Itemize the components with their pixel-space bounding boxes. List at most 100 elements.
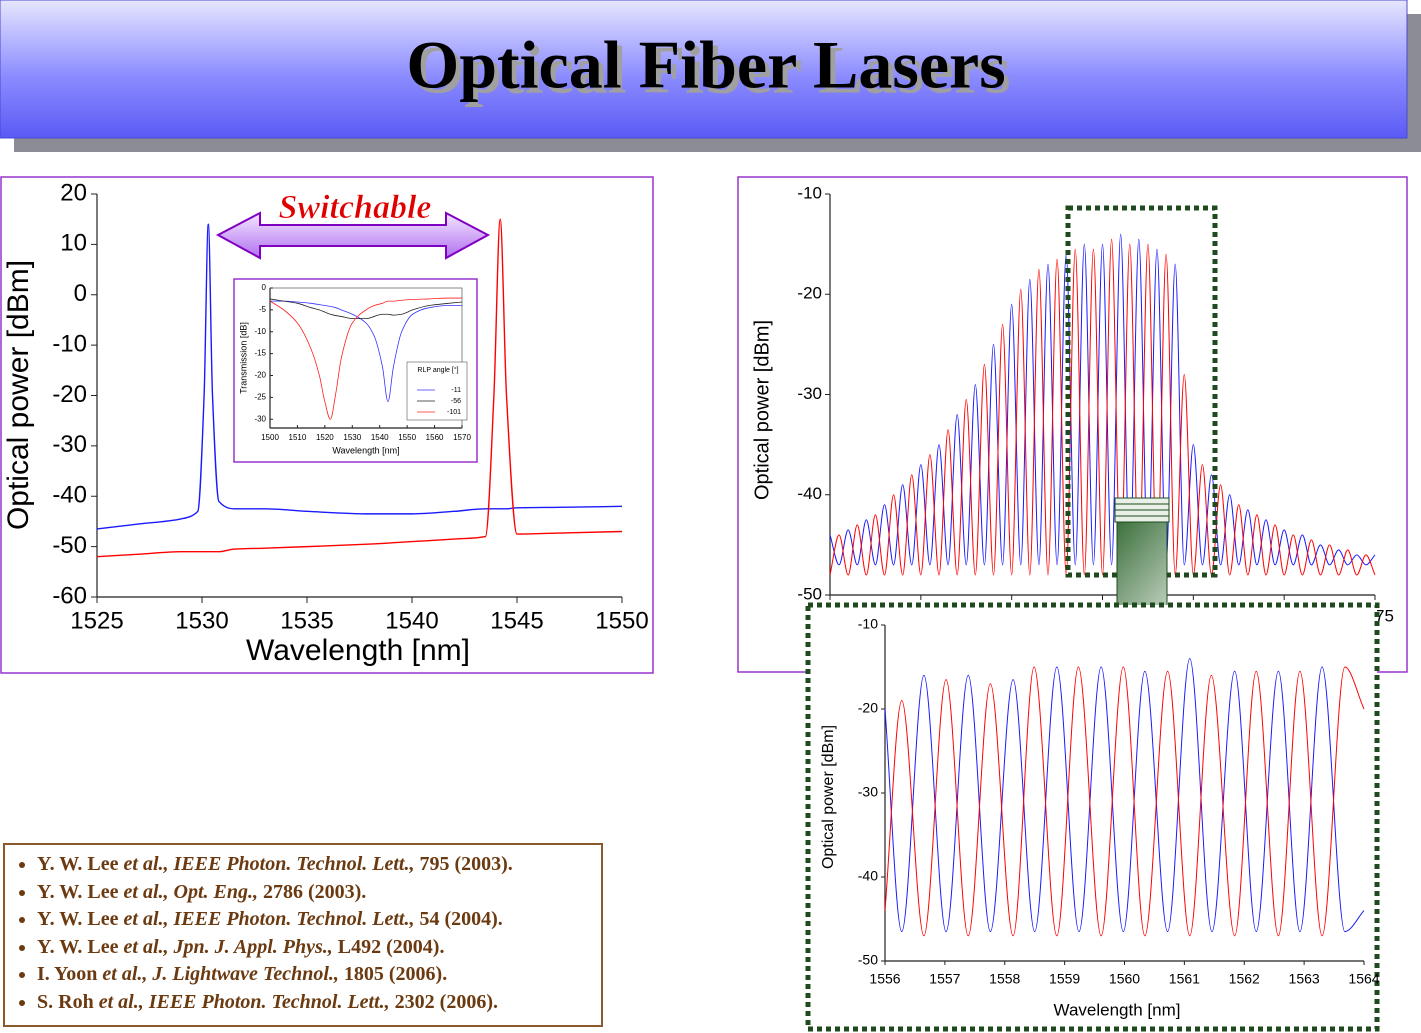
x-tick-label: 1559 <box>1049 971 1080 987</box>
legend-label: -56 <box>451 398 461 405</box>
x-tick-label: 1530 <box>175 607 228 634</box>
y-tick-label: 10 <box>60 230 87 257</box>
x-tick-label: 1561 <box>1169 971 1200 987</box>
switch-arrow <box>215 211 491 260</box>
references: Y. W. Lee et al., IEEE Photon. Technol. … <box>3 843 603 1027</box>
inset-legend-box <box>406 361 468 421</box>
legend-label: -101 <box>447 409 461 416</box>
x-tick-label: 1557 <box>929 971 960 987</box>
x-tick-label: 1500 <box>261 433 279 442</box>
y-tick-label: 0 <box>262 283 267 292</box>
series-line <box>269 300 462 403</box>
x-tick-label: 1530 <box>343 433 361 442</box>
x-tick-label: 1564 <box>1348 971 1379 987</box>
reference-journal: IEEE Photon. Technol. Lett., <box>148 990 390 1013</box>
y-tick-label: -30 <box>52 431 87 458</box>
y-axis-label: Optical power [dBm] <box>751 320 773 500</box>
slide-title: Optical Fiber Lasers <box>406 27 1005 103</box>
reference-details: 1805 (2006). <box>343 963 448 986</box>
y-tick-label: -50 <box>858 952 878 968</box>
y-tick-label: -10 <box>797 183 822 202</box>
reference-et-al: et al., <box>123 853 169 875</box>
reference: Y. W. Lee et al., Opt. Eng., 2786 (2003)… <box>37 879 601 907</box>
reference-details: 2786 (2003). <box>262 880 367 903</box>
y-tick-label: -5 <box>259 305 267 314</box>
x-tick-label: 1510 <box>289 433 307 442</box>
reference-et-al: et al., <box>102 963 148 986</box>
x-tick-label: 1540 <box>371 433 389 442</box>
x-axis-label: Wavelength [nm] <box>1054 1000 1181 1019</box>
reference-author: Y. W. Lee <box>37 908 119 931</box>
annotation: Switchable <box>278 189 431 226</box>
reference-author: S. Roh <box>37 990 94 1013</box>
x-tick-label: 1550 <box>398 433 416 442</box>
reference-journal: Opt. Eng., <box>173 880 258 903</box>
x-axis-label: Wavelength [nm] <box>332 445 399 455</box>
x-tick-label: 1558 <box>989 971 1020 987</box>
y-tick-label: -30 <box>858 784 878 800</box>
title-shadow: Optical Fiber Lasers <box>411 32 1010 108</box>
x-tick-label: 1545 <box>490 607 543 634</box>
reference-author: Y. W. Lee <box>37 853 119 875</box>
reference: S. Roh et al., IEEE Photon. Technol. Let… <box>37 989 601 1017</box>
x-tick-label: 1560 <box>1109 971 1140 987</box>
y-tick-label: -60 <box>52 582 87 609</box>
zoom-panel <box>805 602 1380 1032</box>
y-tick-label: -20 <box>254 371 266 380</box>
series-line <box>269 298 463 320</box>
y-tick-label: -10 <box>858 616 878 632</box>
series-line <box>96 223 623 530</box>
x-tick-label: 1535 <box>280 607 333 634</box>
y-tick-label: -40 <box>858 868 878 884</box>
series-line <box>829 233 1376 566</box>
y-tick-label: -30 <box>254 414 266 423</box>
reference-author: Y. W. Lee <box>37 935 119 958</box>
y-tick-label: -40 <box>52 482 87 509</box>
y-tick-label: -30 <box>797 384 822 403</box>
y-axis-label: Transmission [dB] <box>238 322 248 394</box>
x-tick-label: 1560 <box>426 433 444 442</box>
y-tick-label: -50 <box>797 584 822 603</box>
y-tick-label: -20 <box>797 284 822 303</box>
x-tick-label: 1540 <box>385 607 438 634</box>
y-tick-label: -10 <box>254 327 266 336</box>
y-tick-label: -20 <box>858 700 878 716</box>
reference-author: Y. W. Lee <box>37 880 119 903</box>
reference-details: 795 (2003). <box>419 853 513 875</box>
y-tick-label: 0 <box>74 280 87 307</box>
reference: Y. W. Lee et al., IEEE Photon. Technol. … <box>37 906 601 934</box>
reference-journal: IEEE Photon. Technol. Lett., <box>173 853 415 875</box>
series-line <box>96 218 623 558</box>
x-tick-label: 1570 <box>453 433 471 442</box>
y-tick-label: -40 <box>797 484 822 503</box>
reference-journal: J. Lightwave Technol., <box>152 963 339 986</box>
banner <box>0 0 1408 139</box>
y-tick-label: -20 <box>52 381 87 408</box>
legend-title: RLP angle [°] <box>417 366 458 374</box>
y-axis-label: Optical power [dBm] <box>820 725 837 869</box>
reference: I. Yoon et al., J. Lightwave Technol., 1… <box>37 961 601 989</box>
x-tick-label: 1563 <box>1289 971 1320 987</box>
y-tick-label: -15 <box>254 349 266 358</box>
reference-author: I. Yoon <box>37 963 98 986</box>
x-axis-label: Wavelength [nm] <box>246 634 470 667</box>
reference: Y. W. Lee et al., Jpn. J. Appl. Phys., L… <box>37 934 601 962</box>
reference-et-al: et al., <box>98 990 144 1013</box>
reference-details: 2302 (2006). <box>394 990 498 1013</box>
reference: Y. W. Lee et al., IEEE Photon. Technol. … <box>37 851 601 879</box>
y-axis-label: Optical power [dBm] <box>2 260 35 530</box>
series-line <box>269 297 462 420</box>
panel-frame <box>737 176 1408 673</box>
reference-et-al: et al., <box>123 880 169 903</box>
y-tick-label: -10 <box>52 330 87 357</box>
y-tick-label: -25 <box>254 392 266 401</box>
reference-et-al: et al., <box>123 935 169 958</box>
series-line <box>884 658 1365 933</box>
x-tick-label: 1550 <box>595 607 648 634</box>
zoom-chart: -50 -40 -30 -20 -10 1556 1557 1558 1559 1560 1561 1… <box>820 616 1380 1020</box>
reference-details: L492 (2004). <box>337 935 445 958</box>
reference-journal: Jpn. J. Appl. Phys., <box>173 935 333 958</box>
